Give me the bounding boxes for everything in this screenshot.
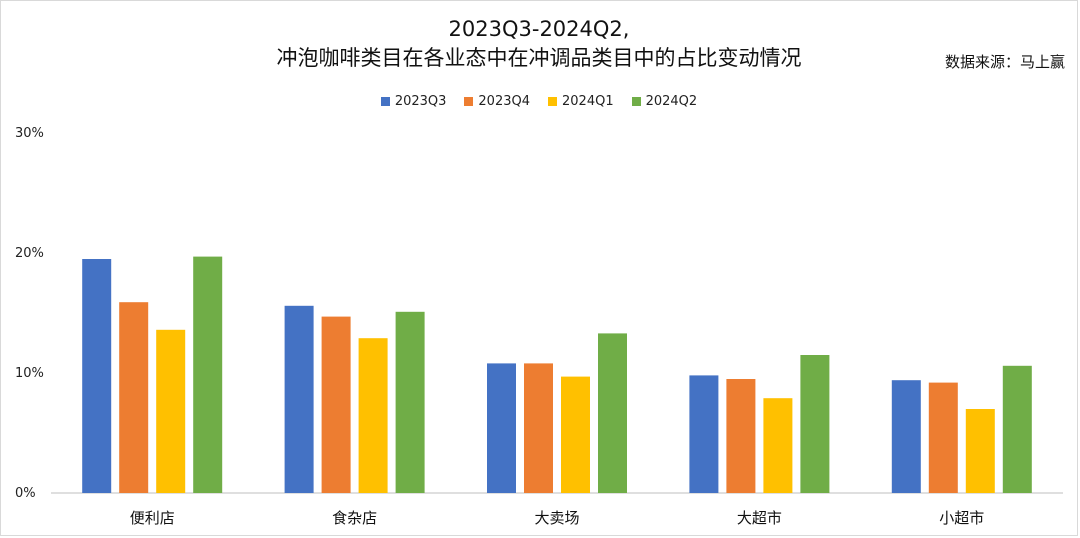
legend-label: 2023Q4 bbox=[478, 94, 530, 109]
chart-title-line2: 冲泡咖啡类目在各业态中在冲调品类目中的占比变动情况 bbox=[276, 46, 802, 70]
legend-label: 2024Q2 bbox=[645, 94, 698, 109]
x-category-label: 食杂店 bbox=[332, 509, 377, 527]
chart-legend: 2023Q3 2023Q4 2024Q1 2024Q2 bbox=[1, 94, 1077, 109]
legend-swatch bbox=[464, 97, 474, 106]
y-tick-label: 10% bbox=[15, 366, 44, 381]
bar-2023Q4-便利店 bbox=[119, 302, 149, 493]
y-tick-label: 0% bbox=[15, 486, 36, 501]
bar-2023Q3-便利店 bbox=[82, 259, 112, 493]
bar-2024Q1-小超市 bbox=[965, 409, 995, 493]
x-category-label: 小超市 bbox=[939, 509, 984, 527]
bar-2023Q4-大卖场 bbox=[524, 363, 553, 493]
bar-2024Q1-大超市 bbox=[763, 398, 793, 493]
x-category-label: 便利店 bbox=[130, 509, 175, 527]
bar-2024Q1-大卖场 bbox=[561, 376, 590, 493]
legend-swatch bbox=[380, 97, 390, 106]
legend-label: 2024Q1 bbox=[562, 94, 614, 109]
bar-2023Q3-小超市 bbox=[891, 380, 921, 493]
bar-2023Q4-大超市 bbox=[726, 379, 756, 493]
legend-item-2024Q1: 2024Q1 bbox=[548, 94, 614, 109]
chart-title: 2023Q3-2024Q2, 冲泡咖啡类目在各业态中在冲调品类目中的占比变动情况 bbox=[1, 15, 1077, 73]
legend-item-2023Q4: 2023Q4 bbox=[464, 94, 530, 109]
bar-2023Q4-小超市 bbox=[928, 382, 958, 493]
bar-2023Q3-食杂店 bbox=[284, 305, 314, 493]
legend-label: 2023Q3 bbox=[394, 94, 447, 109]
x-category-label: 大超市 bbox=[737, 509, 782, 527]
y-tick-label: 20% bbox=[15, 246, 44, 261]
y-tick-label: 30% bbox=[15, 126, 44, 141]
legend-swatch bbox=[548, 97, 557, 106]
bar-2023Q3-大超市 bbox=[689, 375, 719, 493]
bar-2023Q3-大卖场 bbox=[487, 363, 516, 493]
bar-2024Q1-便利店 bbox=[156, 329, 186, 493]
legend-item-2024Q2: 2024Q2 bbox=[631, 94, 698, 109]
bar-2024Q2-食杂店 bbox=[395, 311, 425, 493]
bar-2024Q2-小超市 bbox=[1002, 365, 1032, 493]
chart-title-line1: 2023Q3-2024Q2, bbox=[448, 17, 630, 41]
legend-swatch bbox=[631, 97, 641, 106]
x-category-label: 大卖场 bbox=[534, 509, 579, 527]
bar-2023Q4-食杂店 bbox=[321, 316, 351, 493]
bar-2024Q2-大卖场 bbox=[598, 333, 627, 493]
legend-item-2023Q3: 2023Q3 bbox=[380, 94, 447, 109]
bar-2024Q1-食杂店 bbox=[358, 338, 388, 493]
bar-2024Q2-大超市 bbox=[800, 355, 830, 493]
bar-2024Q2-便利店 bbox=[193, 256, 223, 493]
data-source-note: 数据来源：马上赢 bbox=[944, 53, 1065, 71]
